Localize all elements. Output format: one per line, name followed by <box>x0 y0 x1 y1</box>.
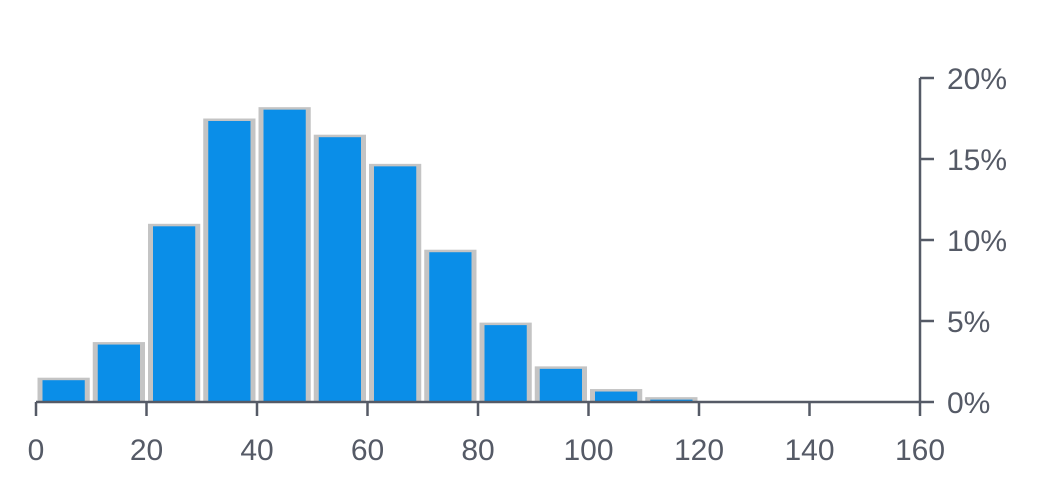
histogram-bar <box>479 322 532 402</box>
histogram-bar-fill <box>374 166 417 402</box>
histogram-bar-fill <box>208 121 251 402</box>
y-tick-label: 5% <box>947 306 990 339</box>
histogram-bar-shadow <box>645 397 698 402</box>
x-tick-label: 160 <box>895 434 945 467</box>
x-axis: 0 20 40 60 80 100 120 140 160 <box>28 400 945 467</box>
y-tick-label: 0% <box>947 387 990 420</box>
histogram-bar <box>148 223 201 402</box>
x-tick-label: 80 <box>461 434 494 467</box>
histogram-bar <box>534 366 587 402</box>
histogram-bar-fill <box>42 380 85 402</box>
x-tick-label: 120 <box>674 434 724 467</box>
x-tick-label: 140 <box>784 434 834 467</box>
histogram-bar-fill <box>263 109 306 402</box>
histogram-bar <box>313 134 366 402</box>
histogram-bar <box>37 377 90 402</box>
histogram-bar-fill <box>595 391 638 402</box>
y-tick-label: 10% <box>947 225 1007 258</box>
histogram-bar-fill <box>97 344 140 402</box>
histogram-bar <box>203 118 256 402</box>
histogram-bar-fill <box>429 252 472 402</box>
bars-group <box>37 107 698 402</box>
y-tick-label: 20% <box>947 63 1007 96</box>
histogram-bar-fill <box>484 325 527 402</box>
x-tick-label: 100 <box>563 434 613 467</box>
y-axis: 0% 5% 10% 15% 20% <box>918 63 1007 420</box>
histogram-bar-fill <box>153 226 196 402</box>
histogram-bar <box>590 389 643 402</box>
histogram-bar-fill <box>318 137 361 402</box>
x-tick-label: 60 <box>351 434 384 467</box>
histogram-bar <box>258 107 311 402</box>
x-tick-label: 40 <box>240 434 273 467</box>
x-tick-label: 20 <box>130 434 163 467</box>
y-tick-label: 15% <box>947 144 1007 177</box>
histogram-bar <box>92 342 145 402</box>
histogram-bar <box>424 249 477 402</box>
histogram-bar-fill <box>539 368 582 402</box>
x-tick-label: 0 <box>28 434 45 467</box>
histogram-bar <box>369 163 422 402</box>
